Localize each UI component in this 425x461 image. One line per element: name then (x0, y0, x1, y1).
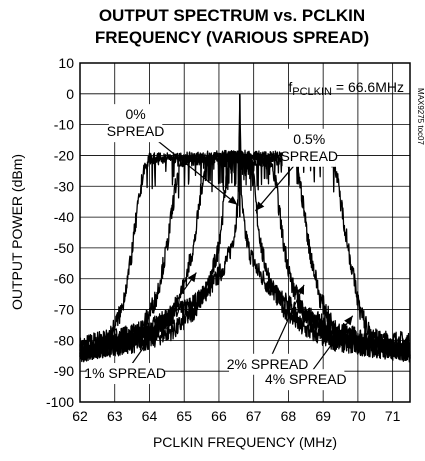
annotation-label: 2% SPREAD (227, 356, 309, 372)
spectrum-curves (79, 93, 411, 363)
x-tick-label: 63 (107, 408, 123, 424)
annotation-3: 1% SPREAD (84, 272, 197, 385)
y-tick-label: -40 (54, 209, 74, 225)
annotation-background (267, 369, 345, 391)
y-tick-label: -100 (46, 394, 74, 410)
annotation-label: 4% SPREAD (265, 371, 347, 387)
annotation-arrow-line (124, 272, 197, 374)
x-axis-ticks: 62 63 64 65 66 67 68 69 70 71 (72, 408, 400, 424)
annotation-arrowhead (344, 315, 353, 326)
y-tick-label: 0 (66, 86, 74, 102)
series-line-5 (79, 149, 411, 362)
chart-title-line-1: OUTPUT SPECTRUM vs. PCLKIN (99, 6, 365, 25)
x-tick-label: 65 (176, 408, 192, 424)
x-tick-label: 69 (315, 408, 331, 424)
y-tick-label: 10 (58, 55, 74, 71)
annotation-arrowhead (227, 196, 238, 205)
annotation-label: 1% SPREAD (84, 365, 166, 381)
x-tick-label: 70 (350, 408, 366, 424)
y-tick-label: -80 (54, 332, 74, 348)
annotation-arrowhead (187, 272, 197, 283)
x-tick-label: 71 (385, 408, 401, 424)
annotation-label: SPREAD (107, 123, 165, 139)
y-tick-label: -30 (54, 178, 74, 194)
y-tick-label: -90 (54, 363, 74, 379)
figure-code: MAX9275 toc07 (416, 88, 425, 145)
annotation-arrow-line (305, 315, 354, 381)
annotation-4: 2% SPREAD (227, 284, 309, 375)
annotation-background (86, 363, 164, 385)
x-tick-label: 66 (211, 408, 227, 424)
annotation-2: 0.5%SPREAD (254, 128, 338, 212)
annotation-background (108, 104, 163, 143)
y-tick-label: -70 (54, 302, 74, 318)
y-axis-label: OUTPUT POWER (dBm) (9, 154, 25, 310)
y-tick-label: -20 (54, 147, 74, 163)
annotation-arrowhead (255, 201, 265, 211)
annotation-background (282, 128, 336, 167)
x-axis-label: PCLKIN FREQUENCY (MHz) (153, 434, 337, 450)
annotation-label: 0.5% (293, 131, 325, 147)
annotation-arrowhead (296, 284, 305, 295)
annotation-arrow-line (267, 284, 305, 365)
frequency-label-subscript: PCLKIN (292, 86, 332, 98)
chart-title-line-2: FREQUENCY (VARIOUS SPREAD) (95, 28, 369, 47)
plot-frame (79, 62, 411, 403)
y-axis-ticks: 10 0 -10 -20 -30 -40 -50 -60 -70 -80 -90 -100 (46, 55, 74, 410)
y-tick-label: -10 (54, 117, 74, 133)
annotation-5: 4% SPREAD (265, 315, 354, 391)
annotation-label: 0% (125, 106, 145, 122)
x-tick-label: 68 (281, 408, 297, 424)
annotation-label: SPREAD (280, 148, 338, 164)
frequency-label: fPCLKIN = 66.6MHz (288, 79, 404, 98)
series-line-4 (79, 150, 411, 363)
annotation-1: 0%SPREAD (107, 104, 238, 206)
x-tick-label: 64 (142, 408, 158, 424)
y-tick-label: -50 (54, 240, 74, 256)
x-tick-label: 67 (246, 408, 262, 424)
y-tick-label: -60 (54, 271, 74, 287)
x-tick-label: 62 (72, 408, 88, 424)
